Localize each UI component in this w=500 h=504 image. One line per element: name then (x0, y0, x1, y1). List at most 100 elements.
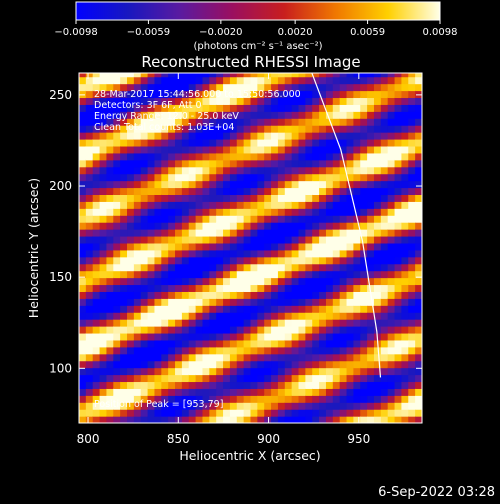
heatmap-cell (353, 312, 361, 320)
heatmap-cell (147, 298, 156, 306)
heatmap-cell (257, 305, 265, 313)
heatmap-cell (216, 187, 224, 196)
heatmap-cell (271, 173, 279, 182)
heatmap-cell (195, 194, 204, 202)
heatmap-cell (168, 111, 176, 119)
heatmap-cell (195, 326, 204, 334)
heatmap-cell (99, 402, 108, 410)
heatmap-cell (106, 367, 114, 376)
heatmap-cell (401, 201, 409, 209)
heatmap-cell (339, 229, 348, 237)
heatmap-cell (113, 298, 121, 306)
heatmap-cell (353, 145, 361, 154)
heatmap-cell (113, 111, 121, 119)
heatmap-cell (305, 360, 313, 369)
heatmap-cell (264, 138, 272, 147)
heatmap-cell (339, 319, 348, 327)
heatmap-cell (408, 83, 416, 92)
heatmap-cell (360, 312, 368, 320)
heatmap-cell (92, 388, 101, 396)
heatmap-cell (223, 249, 231, 258)
heatmap-cell (188, 284, 197, 292)
heatmap-cell (195, 367, 204, 376)
heatmap-cell (312, 256, 320, 265)
colorbar-unit-label: (photons cm⁻² s⁻¹ asec⁻²) (193, 41, 322, 52)
heatmap-cell (161, 277, 169, 286)
heatmap-cell (346, 208, 354, 216)
heatmap-cell (202, 73, 210, 78)
heatmap-cell (92, 305, 101, 313)
heatmap-cell (284, 166, 293, 175)
heatmap-cell (305, 332, 313, 341)
heatmap-cell (195, 346, 204, 355)
heatmap-cell (140, 132, 149, 140)
heatmap-cell (387, 222, 396, 230)
heatmap-cell (325, 235, 334, 244)
heatmap-cell (161, 305, 169, 313)
heatmap-cell (284, 76, 293, 85)
heatmap-cell (401, 346, 409, 355)
heatmap-cell (401, 222, 409, 230)
heatmap-cell (401, 291, 409, 299)
heatmap-cell (360, 381, 368, 389)
heatmap-cell (188, 145, 197, 154)
heatmap-cell (188, 194, 197, 202)
heatmap-cell (373, 416, 382, 423)
heatmap-cell (387, 145, 396, 154)
heatmap-cell (284, 409, 293, 417)
heatmap-cell (161, 326, 169, 334)
heatmap-cell (106, 284, 114, 292)
heatmap-cell (154, 104, 162, 112)
heatmap-cell (85, 402, 94, 410)
heatmap-cell (243, 319, 252, 327)
heatmap-cell (236, 194, 245, 202)
heatmap-cell (257, 76, 265, 85)
heatmap-cell (339, 332, 348, 341)
heatmap-cell (339, 326, 348, 334)
heatmap-cell (250, 118, 258, 126)
heatmap-cell (154, 97, 162, 105)
heatmap-cell (353, 83, 361, 92)
heatmap-cell (106, 270, 114, 279)
heatmap-cell (236, 409, 245, 417)
heatmap-cell (387, 416, 396, 423)
heatmap-cell (264, 305, 272, 313)
heatmap-cell (373, 388, 382, 396)
heatmap-cell (373, 97, 382, 105)
heatmap-cell (422, 368, 429, 376)
heatmap-cell (264, 360, 272, 369)
heatmap-cell (229, 346, 238, 355)
heatmap-cell (140, 312, 149, 320)
heatmap-cell (127, 76, 135, 85)
heatmap-cell (147, 76, 156, 85)
heatmap-cell (346, 194, 354, 202)
heatmap-cell (85, 145, 94, 154)
heatmap-cell (325, 229, 334, 237)
heatmap-cell (401, 367, 409, 376)
heatmap-cell (209, 326, 217, 334)
heatmap-cell (325, 270, 334, 279)
heatmap-cell (85, 291, 94, 299)
heatmap-cell (264, 132, 272, 140)
heatmap-cell (127, 416, 135, 423)
heatmap-cell (140, 298, 149, 306)
heatmap-cell (161, 319, 169, 327)
heatmap-cell (325, 381, 334, 389)
heatmap-cell (325, 339, 334, 348)
heatmap-cell (161, 284, 169, 292)
heatmap-cell (367, 339, 375, 348)
heatmap-cell (415, 97, 422, 105)
heatmap-cell (229, 235, 238, 244)
heatmap-cell (346, 173, 354, 182)
heatmap-cell (325, 208, 334, 216)
heatmap-cell (264, 166, 272, 175)
heatmap-cell (243, 388, 252, 396)
heatmap-cell (319, 381, 327, 389)
heatmap-cell (284, 118, 293, 126)
heatmap-cell (106, 194, 114, 202)
heatmap-cell (339, 187, 348, 196)
heatmap-cell (387, 339, 396, 348)
heatmap-cell (380, 388, 389, 396)
heatmap-cell (209, 152, 217, 161)
heatmap-cell (229, 374, 238, 383)
